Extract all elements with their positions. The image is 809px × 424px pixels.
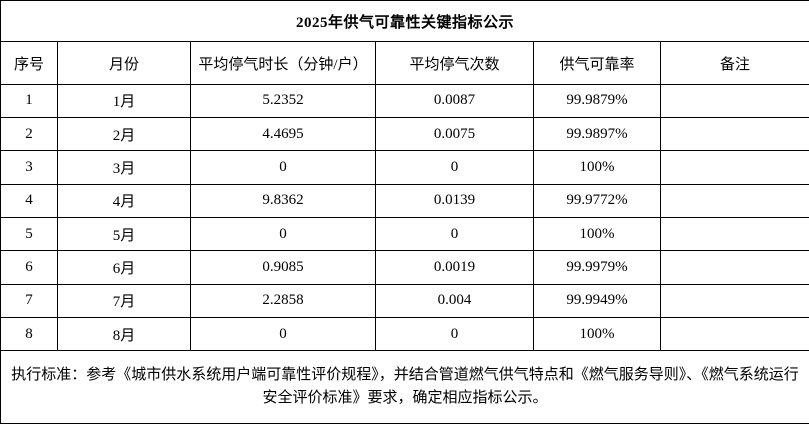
table-row: 2 2月 4.4695 0.0075 99.9897% xyxy=(0,117,809,152)
title-row: 2025年供气可靠性关键指标公示 xyxy=(0,0,809,43)
cell-reliability: 99.9949% xyxy=(533,283,661,318)
cell-reliability: 100% xyxy=(533,316,661,352)
cell-reliability: 99.9979% xyxy=(533,250,661,285)
cell-seq: 7 xyxy=(0,283,58,318)
cell-reliability: 100% xyxy=(533,150,661,185)
cell-remarks xyxy=(659,250,809,285)
cell-avg-duration: 4.4695 xyxy=(190,117,376,152)
cell-seq: 5 xyxy=(0,217,58,252)
table-row: 1 1月 5.2352 0.0087 99.9879% xyxy=(0,83,809,119)
cell-avg-count: 0.0075 xyxy=(375,117,534,152)
cell-month: 3月 xyxy=(57,150,191,185)
cell-reliability: 99.9897% xyxy=(533,117,661,152)
cell-seq: 4 xyxy=(0,183,58,219)
cell-avg-duration: 5.2352 xyxy=(190,83,376,119)
cell-avg-count: 0.004 xyxy=(375,283,534,318)
cell-avg-duration: 0 xyxy=(190,217,376,252)
cell-month: 2月 xyxy=(57,117,191,152)
header-cell-remarks: 备注 xyxy=(659,41,809,85)
cell-avg-duration: 0 xyxy=(190,316,376,352)
footer-row: 执行标准：参考《城市供水系统用户端可靠性评价规程》，并结合管道燃气供气特点和《燃… xyxy=(0,350,809,424)
header-cell-month: 月份 xyxy=(57,41,191,85)
cell-remarks xyxy=(659,217,809,252)
table-row: 6 6月 0.9085 0.0019 99.9979% xyxy=(0,250,809,285)
cell-avg-count: 0.0087 xyxy=(375,83,534,119)
cell-remarks xyxy=(659,83,809,119)
cell-seq: 3 xyxy=(0,150,58,185)
cell-reliability: 100% xyxy=(533,217,661,252)
cell-seq: 8 xyxy=(0,316,58,352)
table-row: 7 7月 2.2858 0.004 99.9949% xyxy=(0,283,809,318)
header-cell-avg-duration: 平均停气时长（分钟/户） xyxy=(190,41,376,85)
table-row: 5 5月 0 0 100% xyxy=(0,217,809,252)
cell-seq: 2 xyxy=(0,117,58,152)
cell-avg-count: 0.0019 xyxy=(375,250,534,285)
cell-seq: 6 xyxy=(0,250,58,285)
header-row: 序号 月份 平均停气时长（分钟/户） 平均停气次数 供气可靠率 备注 xyxy=(0,41,809,85)
cell-avg-count: 0 xyxy=(375,217,534,252)
header-cell-reliability: 供气可靠率 xyxy=(533,41,661,85)
cell-seq: 1 xyxy=(0,83,58,119)
cell-avg-duration: 0.9085 xyxy=(190,250,376,285)
cell-month: 6月 xyxy=(57,250,191,285)
cell-avg-count: 0.0139 xyxy=(375,183,534,219)
cell-remarks xyxy=(659,117,809,152)
cell-remarks xyxy=(659,183,809,219)
cell-avg-duration: 2.2858 xyxy=(190,283,376,318)
cell-reliability: 99.9879% xyxy=(533,83,661,119)
standard-note: 执行标准：参考《城市供水系统用户端可靠性评价规程》，并结合管道燃气供气特点和《燃… xyxy=(0,350,809,424)
table-row: 3 3月 0 0 100% xyxy=(0,150,809,185)
cell-avg-count: 0 xyxy=(375,150,534,185)
cell-month: 5月 xyxy=(57,217,191,252)
cell-avg-duration: 0 xyxy=(190,150,376,185)
cell-reliability: 99.9772% xyxy=(533,183,661,219)
cell-avg-duration: 9.8362 xyxy=(190,183,376,219)
table-row: 4 4月 9.8362 0.0139 99.9772% xyxy=(0,183,809,219)
header-cell-seq: 序号 xyxy=(0,41,58,85)
cell-avg-count: 0 xyxy=(375,316,534,352)
cell-month: 8月 xyxy=(57,316,191,352)
cell-remarks xyxy=(659,316,809,352)
header-cell-avg-count: 平均停气次数 xyxy=(375,41,534,85)
table-row: 8 8月 0 0 100% xyxy=(0,316,809,352)
cell-month: 4月 xyxy=(57,183,191,219)
cell-month: 7月 xyxy=(57,283,191,318)
cell-month: 1月 xyxy=(57,83,191,119)
page-title: 2025年供气可靠性关键指标公示 xyxy=(0,0,809,43)
cell-remarks xyxy=(659,283,809,318)
cell-remarks xyxy=(659,150,809,185)
